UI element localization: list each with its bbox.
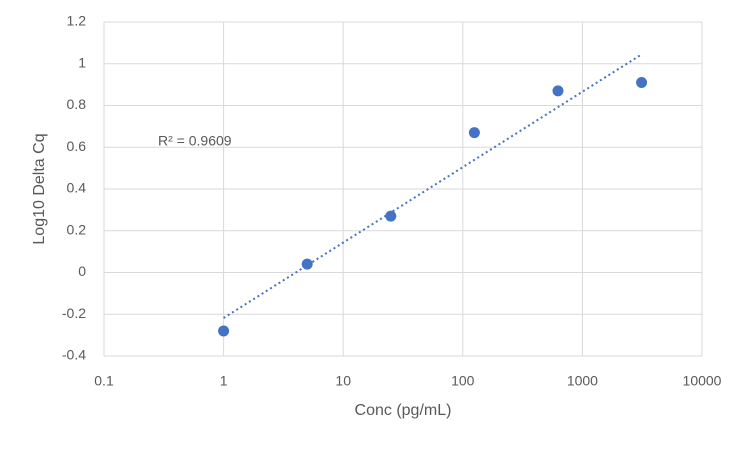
y-tick-label: 0 (78, 263, 86, 279)
y-tick-label: 0.6 (67, 138, 87, 154)
point (468, 127, 480, 139)
y-tick-label: 1 (78, 54, 86, 70)
annotation: R² = 0.9609 (158, 133, 232, 149)
y-tick-label: 0.2 (67, 221, 87, 237)
trendline (223, 53, 643, 319)
point (301, 258, 313, 270)
x-axis-title: Conc (pg/mL) (355, 402, 452, 419)
x-tick-label: 1000 (567, 373, 598, 389)
x-tick-label: 10 (335, 373, 351, 389)
point (385, 210, 397, 222)
y-tick-label: 0.8 (67, 96, 87, 112)
x-tick-label: 0.1 (94, 373, 114, 389)
y-tick-label: 0.4 (67, 180, 87, 196)
point (218, 325, 230, 337)
y-tick-label: 1.2 (67, 13, 87, 29)
y-axis-title: Log10 Delta Cq (31, 133, 48, 244)
x-tick-label: 100 (451, 373, 475, 389)
y-tick-label: -0.2 (62, 305, 86, 321)
x-tick-label: 10000 (683, 373, 722, 389)
point (552, 85, 564, 97)
x-tick-label: 1 (220, 373, 228, 389)
point (636, 77, 648, 89)
y-tick-label: -0.4 (62, 347, 86, 363)
